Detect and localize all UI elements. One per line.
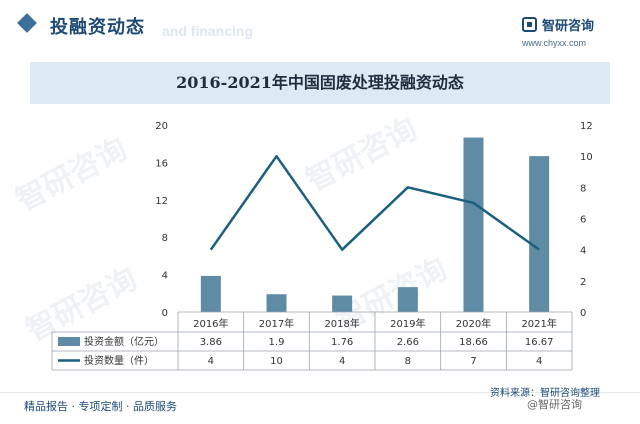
x-tick-label: 2020年 (456, 317, 491, 330)
y-right-tick-label: 6 (580, 215, 586, 226)
y-right-tick-label: 0 (580, 308, 586, 319)
data-label: 18.66 (459, 337, 488, 348)
series-line (209, 154, 540, 251)
y-left-tick-label: 8 (162, 233, 168, 244)
data-label: 16.67 (525, 337, 554, 348)
logo-icon (522, 17, 537, 32)
logo-name: 智研咨询 (542, 19, 595, 34)
brand-logo: 智研咨询 www.chyxx.com (522, 15, 622, 49)
data-source: 资料来源：智研咨询整理 (490, 388, 600, 399)
y-right-tick-label: 2 (580, 277, 586, 288)
data-label: 7 (470, 356, 476, 367)
data-label: 4 (208, 356, 214, 367)
bar (266, 294, 287, 312)
bar (529, 156, 550, 312)
bar (463, 137, 484, 312)
logo-url: www.chyxx.com (522, 38, 587, 48)
data-label: 4 (536, 356, 542, 367)
data-label: 4 (339, 356, 345, 367)
bar (332, 295, 353, 312)
legend-label: 投资数量（件） (84, 354, 154, 367)
y-right-tick-label: 10 (580, 152, 593, 163)
y-right-tick-label: 4 (580, 246, 586, 257)
x-tick-label: 2017年 (259, 317, 294, 330)
chart-title: 2016-2021年中国固废处理投融资动态 (176, 73, 464, 92)
legend-label: 投资金额（亿元） (84, 335, 164, 348)
chart-title-bar: 2016-2021年中国固废处理投融资动态 (30, 62, 610, 104)
data-label: 10 (270, 356, 283, 367)
y-left-tick-label: 12 (155, 196, 168, 207)
x-tick-label: 2018年 (324, 317, 359, 330)
y-left-tick-label: 0 (162, 308, 168, 319)
data-label: 1.76 (331, 337, 353, 348)
legend-swatch-bar (58, 337, 80, 346)
bar (397, 287, 418, 312)
data-label: 1.9 (269, 337, 285, 348)
data-label: 8 (405, 356, 411, 367)
bar (200, 275, 221, 312)
data-label: 2.66 (397, 337, 419, 348)
x-tick-label: 2019年 (390, 317, 425, 330)
footer-mark: @智研咨询 (527, 398, 582, 411)
section-title: 投融资动态 (50, 17, 145, 38)
header: 投融资动态 and financing 智研咨询 www.chyxx.com (0, 0, 640, 52)
footer-tagline: 精品报告 · 专项定制 · 品质服务 (24, 400, 177, 413)
y-right-tick-label: 12 (580, 121, 593, 132)
x-tick-label: 2021年 (521, 317, 556, 330)
y-left-tick-label: 20 (155, 121, 168, 132)
x-tick-label: 2016年 (193, 317, 228, 330)
data-label: 3.86 (200, 337, 222, 348)
footer-divider (0, 392, 640, 393)
section-subtitle: and financing (162, 23, 253, 39)
y-right-tick-label: 8 (580, 183, 586, 194)
y-left-tick-label: 16 (155, 158, 168, 169)
y-left-tick-label: 4 (162, 271, 168, 282)
